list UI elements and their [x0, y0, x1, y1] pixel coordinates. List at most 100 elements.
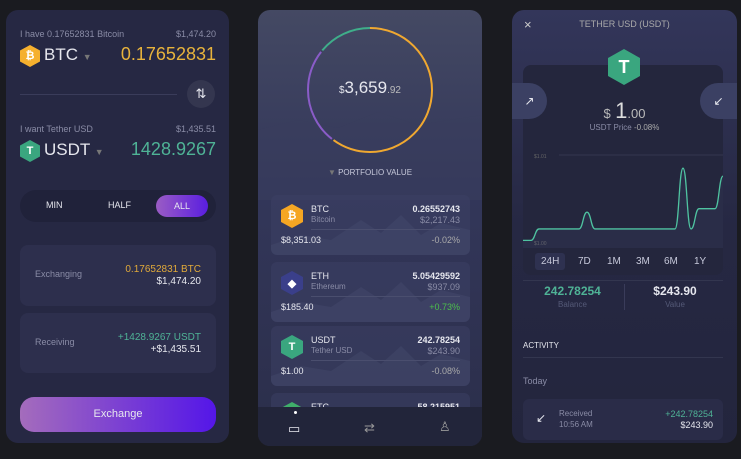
all-option[interactable]: ALL — [156, 195, 208, 217]
half-option[interactable]: HALF — [108, 200, 132, 210]
exchange-button[interactable]: Exchange — [20, 397, 216, 432]
price-display: $ 1.00 — [512, 98, 737, 124]
exchanging-summary: Exchanging 0.17652831 BTC $1,474.20 — [20, 245, 216, 306]
activity-usd: $243.90 — [680, 420, 713, 430]
price-main: 1 — [615, 98, 628, 123]
close-icon[interactable]: × — [524, 17, 532, 32]
asset-price: $1.00 — [281, 366, 304, 376]
sparkline-background — [271, 282, 470, 322]
asset-card-btc[interactable]: ₿ BTC Bitcoin 0.26552743 $2,217.43 $8,35… — [271, 195, 470, 255]
asset-change: -0.02% — [431, 235, 460, 245]
receiving-amount: +1428.9267 USDT — [117, 332, 201, 343]
portfolio-panel: $3,659.92 ▼ PORTFOLIO VALUE ₿ BTC Bitcoi… — [258, 10, 482, 446]
range-tab-1m[interactable]: 1M — [607, 256, 621, 267]
receive-button[interactable]: ↙ — [700, 83, 737, 119]
activity-amount: +242.78254 — [665, 409, 713, 419]
profile-icon[interactable]: ♙ — [439, 419, 451, 434]
activity-title: ACTIVITY — [523, 341, 560, 350]
currency-symbol: $ — [603, 106, 611, 121]
chevron-down-icon: ▼ — [94, 147, 104, 157]
mountain-background — [258, 112, 482, 200]
activity-time: 10:56 AM — [559, 420, 593, 429]
asset-value: $937.09 — [427, 282, 460, 292]
asset-name: Tether USD — [311, 346, 353, 355]
divider — [20, 94, 177, 95]
value-label: Value — [665, 300, 685, 309]
ytick-label: $1.00 — [534, 241, 547, 247]
portfolio-value: $3,659.92 — [258, 78, 482, 98]
arrow-down-left-icon: ↙ — [536, 411, 547, 425]
activity-item[interactable]: ↙ Received 10:56 AM +242.78254 $243.90 — [523, 399, 723, 440]
receiving-usd: +$1,435.51 — [150, 344, 201, 355]
from-symbol: BTC — [44, 45, 78, 64]
exchanging-usd: $1,474.20 — [156, 276, 202, 287]
asset-price: $185.40 — [281, 302, 314, 312]
to-currency-select[interactable]: USDT ▼ — [44, 140, 104, 160]
asset-card-usdt[interactable]: T USDT Tether USD 242.78254 $243.90 $1.0… — [271, 326, 470, 386]
swap-button[interactable]: ⇅ — [187, 80, 215, 108]
exchange-icon[interactable]: ⇄ — [364, 420, 375, 435]
divider — [523, 357, 723, 358]
asset-balance: 0.26552743 — [412, 204, 460, 214]
want-usd: $1,435.51 — [175, 124, 216, 134]
caret-down-icon: ▼ — [327, 168, 336, 177]
price-cents: .00 — [627, 106, 646, 121]
asset-symbol: BTC — [311, 204, 329, 214]
tether-icon: T — [20, 140, 40, 162]
tether-icon: T — [281, 335, 303, 359]
swap-icon: ⇅ — [195, 86, 207, 101]
ethereum-icon: ◆ — [281, 271, 303, 295]
portfolio-ring — [307, 27, 433, 153]
divider — [624, 284, 625, 310]
asset-detail-panel: × TETHER USD (USDT) T ↗ ↙ $ 1.00 USDT Pr… — [512, 10, 737, 443]
from-currency-select[interactable]: BTC ▼ — [44, 45, 92, 65]
amount-segment: MIN HALF ALL — [20, 190, 216, 222]
have-label: I have 0.17652831 Bitcoin — [20, 29, 125, 39]
exchanging-amount: 0.17652831 BTC — [125, 264, 201, 275]
to-amount-input[interactable]: 1428.9267 — [130, 139, 216, 159]
bottom-nav: ▭ ⇄ ♙ — [258, 407, 482, 446]
range-tab-6m[interactable]: 6M — [664, 256, 678, 267]
activity-type: Received — [559, 409, 593, 418]
range-tab-1y[interactable]: 1Y — [694, 256, 707, 267]
ring-segment-usdt — [307, 27, 433, 153]
asset-name: Ethereum — [311, 282, 346, 291]
chevron-down-icon: ▼ — [82, 52, 92, 62]
divider — [311, 229, 460, 230]
wallet-icon[interactable]: ▭ — [288, 421, 301, 436]
price-change-value: -0.08% — [633, 123, 660, 132]
receiving-summary: Receiving +1428.9267 USDT +$1,435.51 — [20, 313, 216, 373]
asset-symbol: USDT — [311, 335, 336, 345]
price-chart: $1.01 $1.00 — [523, 154, 723, 248]
sparkline-background — [271, 215, 470, 255]
balance-amount: 242.78254 — [544, 284, 601, 298]
active-indicator — [294, 411, 297, 414]
portfolio-value-toggle[interactable]: ▼ PORTFOLIO VALUE — [258, 168, 482, 177]
asset-card-eth[interactable]: ◆ ETH Ethereum 5.05429592 $937.09 $185.4… — [271, 262, 470, 322]
price-card — [523, 65, 723, 275]
range-tab-7d[interactable]: 7D — [578, 256, 591, 267]
chart-area — [523, 168, 723, 248]
asset-balance: 242.78254 — [417, 335, 460, 345]
range-tab-3m[interactable]: 3M — [636, 256, 650, 267]
ytick-label: $1.01 — [534, 154, 547, 160]
value-amount: $243.90 — [653, 284, 697, 298]
send-button[interactable]: ↗ — [512, 83, 547, 119]
asset-value: $243.90 — [427, 346, 460, 356]
detail-title: TETHER USD (USDT) — [579, 19, 670, 29]
balance-label: Balance — [558, 300, 587, 309]
price-label: USDT Price — [589, 123, 632, 132]
arrow-up-right-icon: ↗ — [524, 94, 535, 108]
value-main: 3,659 — [344, 78, 388, 97]
range-tab-24h[interactable]: 24H — [535, 253, 566, 270]
sparkline-background — [271, 346, 470, 386]
asset-balance: 5.05429592 — [412, 271, 460, 281]
value-cents: .92 — [387, 85, 401, 96]
currency-symbol: $ — [338, 85, 345, 96]
min-option[interactable]: MIN — [46, 200, 63, 210]
receiving-label: Receiving — [35, 337, 75, 347]
from-amount-input[interactable]: 0.17652831 — [120, 44, 216, 64]
asset-change: +0.73% — [429, 302, 460, 312]
divider — [311, 296, 460, 297]
exchanging-label: Exchanging — [35, 269, 83, 279]
